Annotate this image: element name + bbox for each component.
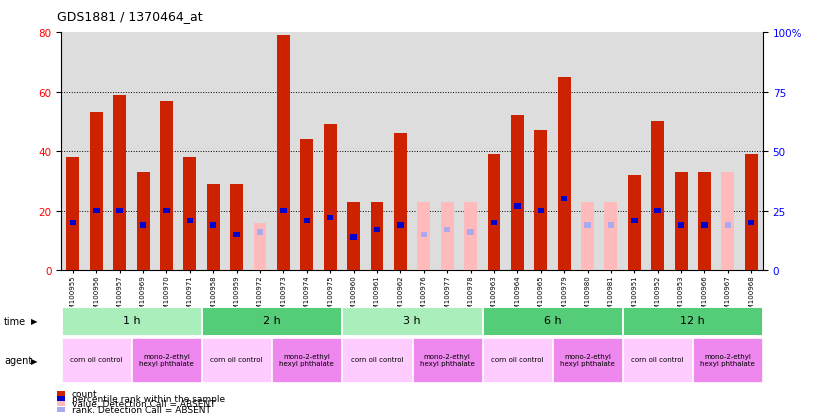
Bar [561,197,567,202]
Text: 6 h: 6 h [543,316,561,325]
Bar [343,307,481,335]
Bar [187,218,193,223]
Bar [233,232,240,237]
Bar [280,209,286,214]
Bar [725,223,731,228]
Text: corn oil control: corn oil control [491,356,543,362]
Bar [468,230,474,235]
Bar [584,223,591,228]
Bar [534,131,548,271]
Bar [206,185,220,271]
Bar [62,307,201,335]
Bar [511,116,524,271]
Bar [514,204,521,209]
Bar [628,176,641,271]
Bar [132,339,201,382]
Text: agent: agent [4,355,33,366]
Bar [300,140,313,271]
Text: corn oil control: corn oil control [351,356,403,362]
Bar [394,134,407,271]
Text: count: count [72,389,97,398]
Bar [93,209,100,214]
Text: mono-2-ethyl
hexyl phthalate: mono-2-ethyl hexyl phthalate [139,353,194,366]
Bar [464,202,477,271]
Text: ▶: ▶ [31,317,38,325]
Bar [163,209,170,214]
Text: GDS1881 / 1370464_at: GDS1881 / 1370464_at [57,10,202,23]
Bar [721,173,734,271]
Bar [257,230,264,235]
Bar [184,158,197,271]
Bar [117,209,123,214]
Bar [343,339,411,382]
Bar [277,36,290,271]
Bar [210,223,216,228]
Bar [490,221,497,225]
Text: ▶: ▶ [31,356,38,365]
Text: 3 h: 3 h [403,316,421,325]
Bar [140,223,146,228]
Bar [605,202,618,271]
Bar [202,339,271,382]
Text: rank, Detection Call = ABSENT: rank, Detection Call = ABSENT [72,405,211,413]
Bar [483,339,552,382]
Bar [654,209,661,214]
Text: mono-2-ethyl
hexyl phthalate: mono-2-ethyl hexyl phthalate [560,353,615,366]
Bar [651,122,664,271]
Text: mono-2-ethyl
hexyl phthalate: mono-2-ethyl hexyl phthalate [700,353,756,366]
Bar [397,223,404,228]
Bar [538,209,544,214]
Bar [254,223,267,271]
Text: time: time [4,316,26,326]
Bar [694,339,762,382]
Bar [202,307,341,335]
Bar [304,218,310,223]
Bar [678,223,685,228]
Bar [581,202,594,271]
Text: percentile rank within the sample: percentile rank within the sample [72,394,225,403]
Bar [113,95,126,271]
Bar [160,101,173,271]
Bar [623,307,762,335]
Bar [675,173,688,271]
Bar [327,216,334,221]
Bar [136,173,149,271]
Bar [324,125,337,271]
Bar [69,221,76,225]
Bar [483,307,622,335]
Bar [441,202,454,271]
Text: corn oil control: corn oil control [211,356,263,362]
Bar [66,158,79,271]
Bar [62,339,131,382]
Bar [374,228,380,233]
Text: 12 h: 12 h [681,316,705,325]
Bar [557,78,570,271]
Text: 1 h: 1 h [122,316,140,325]
Bar [701,223,707,228]
Bar [553,339,622,382]
Text: mono-2-ethyl
hexyl phthalate: mono-2-ethyl hexyl phthalate [279,353,335,366]
Bar [631,218,637,223]
Bar [273,339,341,382]
Bar [370,202,384,271]
Bar [413,339,481,382]
Bar [748,221,755,225]
Bar [230,185,243,271]
Bar [487,155,500,271]
Bar [623,339,692,382]
Text: value, Detection Call = ABSENT: value, Detection Call = ABSENT [72,399,215,408]
Text: mono-2-ethyl
hexyl phthalate: mono-2-ethyl hexyl phthalate [419,353,475,366]
Text: 2 h: 2 h [263,316,281,325]
Bar [698,173,711,271]
Text: corn oil control: corn oil control [632,356,684,362]
Bar [90,113,103,271]
Bar [347,202,360,271]
Bar [745,155,758,271]
Bar [417,202,430,271]
Bar [350,235,357,240]
Bar [420,232,427,237]
Bar [444,228,450,233]
Text: corn oil control: corn oil control [70,356,122,362]
Bar [608,223,614,228]
